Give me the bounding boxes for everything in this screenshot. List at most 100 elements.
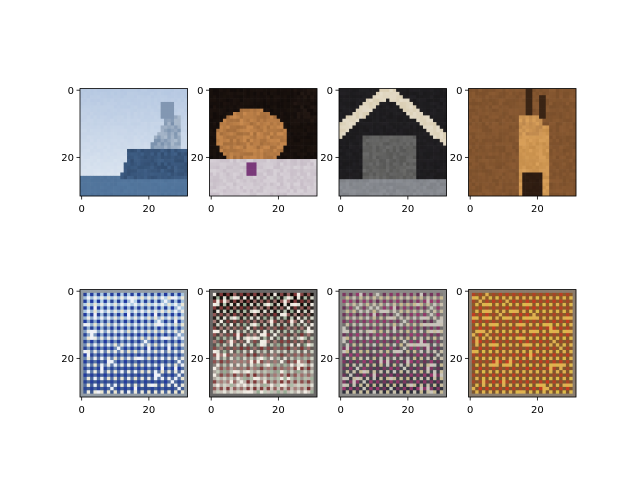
image-pixel <box>114 326 118 330</box>
image-pixel <box>267 156 271 160</box>
image-pixel <box>174 162 178 166</box>
image-pixel <box>120 99 124 103</box>
image-pixel <box>223 152 227 156</box>
image-pixel <box>416 176 420 180</box>
image-pixel <box>433 189 437 193</box>
image-pixel <box>177 129 181 133</box>
image-pixel <box>226 132 230 136</box>
image-pixel <box>151 136 155 140</box>
image-pixel <box>536 186 540 190</box>
image-pixel <box>127 142 131 146</box>
image-pixel <box>171 169 175 173</box>
image-pixel <box>386 95 390 99</box>
image-pixel <box>379 149 383 153</box>
image-pixel <box>164 183 168 187</box>
image-pixel <box>107 186 111 190</box>
image-pixel <box>293 152 297 156</box>
image-pixel <box>120 189 124 193</box>
image-pixel <box>83 105 87 109</box>
image-pixel <box>144 115 148 119</box>
image-pixel <box>293 112 297 116</box>
image-pixel <box>120 360 124 364</box>
image-pixel <box>356 156 360 160</box>
image-pixel <box>83 290 87 294</box>
image-pixel <box>140 306 144 310</box>
image-pixel <box>147 337 151 341</box>
image-pixel <box>369 169 373 173</box>
image-pixel <box>124 159 128 163</box>
image-pixel <box>177 293 181 297</box>
image-pixel <box>134 293 138 297</box>
image-pixel <box>140 112 144 116</box>
image-pixel <box>406 139 410 143</box>
image-pixel <box>536 162 540 166</box>
image-pixel <box>352 166 356 170</box>
image-pixel <box>529 105 533 109</box>
image-pixel <box>536 136 540 140</box>
image-pixel <box>117 373 121 377</box>
image-pixel <box>117 189 121 193</box>
image-pixel <box>140 105 144 109</box>
image-pixel <box>83 367 87 371</box>
image-pixel <box>563 142 567 146</box>
image-pixel <box>393 156 397 160</box>
image-pixel <box>164 326 168 330</box>
image-pixel <box>147 179 151 183</box>
image-pixel <box>216 146 220 150</box>
image-pixel <box>549 156 553 160</box>
image-pixel <box>90 337 94 341</box>
image-pixel <box>144 343 148 347</box>
image-pixel <box>157 353 161 357</box>
image-pixel <box>569 159 573 163</box>
image-pixel <box>499 102 503 106</box>
image-pixel <box>107 303 111 307</box>
image-pixel <box>270 122 274 126</box>
image-pixel <box>263 159 267 163</box>
image-pixel <box>339 166 343 170</box>
image-pixel <box>349 186 353 190</box>
image-pixel <box>220 183 224 187</box>
image-pixel <box>83 162 87 166</box>
image-pixel <box>277 162 281 166</box>
image-pixel <box>526 189 530 193</box>
image-pixel <box>161 340 165 344</box>
image-pixel <box>420 122 424 126</box>
image-pixel <box>369 122 373 126</box>
image-pixel <box>120 333 124 337</box>
image-pixel <box>529 89 533 93</box>
image-pixel <box>260 105 264 109</box>
image-pixel <box>93 310 97 314</box>
image-pixel <box>502 102 506 106</box>
image-pixel <box>297 92 301 96</box>
image-pixel <box>171 363 175 367</box>
image-pixel <box>475 156 479 160</box>
image-pixel <box>90 95 94 99</box>
image-pixel <box>140 129 144 133</box>
image-pixel <box>130 189 134 193</box>
image-pixel <box>396 115 400 119</box>
image-pixel <box>379 132 383 136</box>
image-pixel <box>413 189 417 193</box>
image-pixel <box>127 363 131 367</box>
image-pixel <box>177 149 181 153</box>
image-pixel <box>216 189 220 193</box>
image-pixel <box>130 136 134 140</box>
image-pixel <box>277 102 281 106</box>
image-pixel <box>236 139 240 143</box>
image-pixel <box>516 89 520 93</box>
image-pixel <box>499 115 503 119</box>
image-pixel <box>389 146 393 150</box>
image-pixel <box>556 142 560 146</box>
image-pixel <box>181 303 185 307</box>
image-pixel <box>529 149 533 153</box>
image-pixel <box>157 337 161 341</box>
image-pixel <box>243 166 247 170</box>
image-pixel <box>359 109 363 113</box>
image-pixel <box>134 343 138 347</box>
image-pixel <box>80 162 84 166</box>
image-pixel <box>243 149 247 153</box>
image-pixel <box>499 122 503 126</box>
image-pixel <box>120 290 124 294</box>
image-pixel <box>403 102 407 106</box>
image-pixel <box>352 136 356 140</box>
